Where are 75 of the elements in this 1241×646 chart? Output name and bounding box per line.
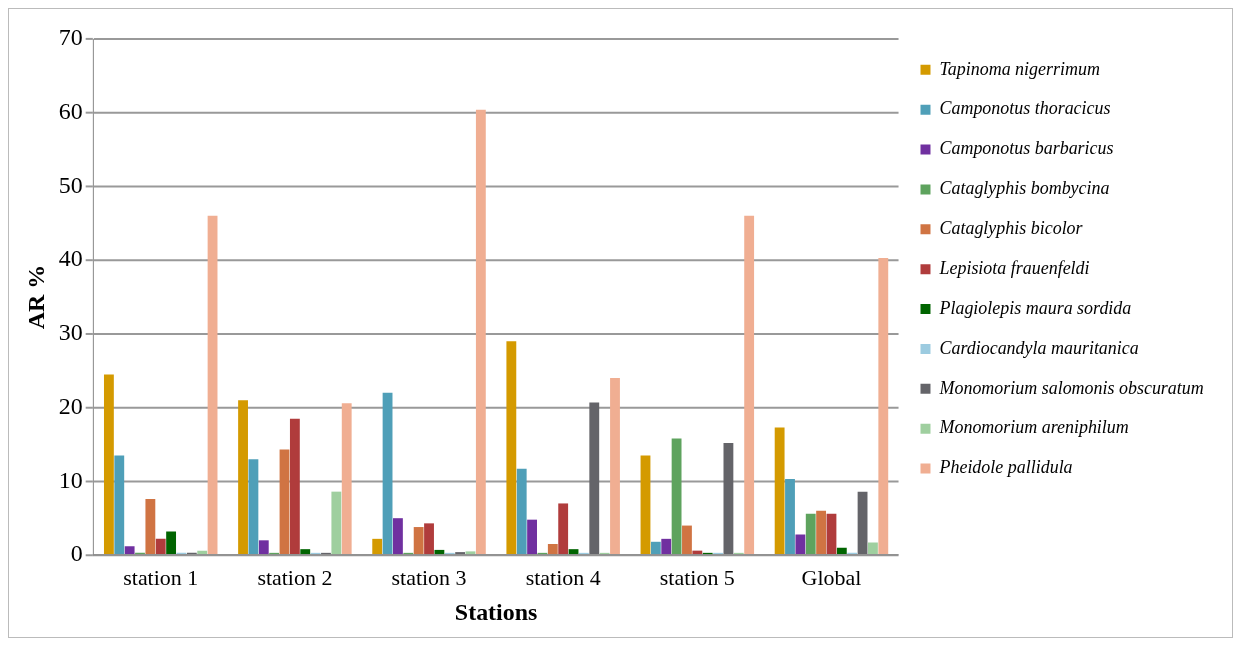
y-tick-label: 10 [58, 466, 83, 493]
x-tick-label: station 3 [391, 564, 467, 590]
x-axis-title: Stations [454, 598, 538, 625]
bar [723, 442, 734, 555]
bar [248, 459, 259, 555]
bar [103, 374, 114, 555]
y-tick-label: 60 [58, 97, 83, 124]
bar [475, 109, 486, 555]
bar [372, 538, 383, 555]
bar [238, 400, 248, 555]
bar [826, 513, 837, 555]
bar [868, 542, 878, 555]
bar [805, 513, 816, 555]
bar [166, 531, 177, 555]
bar [279, 449, 290, 555]
bar [774, 427, 785, 555]
x-tick-label: station 5 [659, 564, 735, 590]
bar [640, 455, 651, 555]
bar [341, 403, 352, 555]
y-tick-label: 50 [58, 171, 83, 198]
bar [516, 468, 527, 555]
legend-label: Tapinoma nigerrimum [939, 58, 1100, 79]
bar [589, 402, 600, 555]
bar [300, 549, 311, 555]
bar [785, 479, 795, 555]
y-tick-label: 70 [58, 24, 83, 51]
bar [857, 491, 868, 555]
bar [878, 257, 889, 555]
bar [331, 491, 342, 555]
bar [207, 215, 218, 555]
legend-label: Cataglyphis bombycina [939, 178, 1110, 199]
bar [744, 215, 755, 555]
y-axis-title: AR % [22, 264, 49, 330]
bar [434, 549, 445, 555]
bar [547, 544, 558, 555]
bar [289, 418, 300, 555]
bar [568, 549, 579, 555]
bar [424, 523, 434, 555]
bar [650, 541, 661, 555]
bar [393, 518, 403, 555]
legend-label: Cataglyphis bicolor [939, 218, 1084, 239]
x-tick-label: station 1 [123, 564, 199, 590]
bar [155, 538, 166, 555]
bar [558, 503, 569, 555]
legend-label: Lepisiota frauenfeldi [938, 257, 1090, 278]
bar [413, 527, 424, 555]
legend-label: Camponotus barbaricus [939, 138, 1114, 159]
x-tick-label: Global [801, 564, 862, 590]
bar [816, 510, 827, 555]
legend-label: Pheidole pallidula [938, 457, 1073, 478]
bar [610, 378, 620, 555]
y-tick-label: 20 [58, 392, 83, 419]
legend-label: Monomorium salomonis obscuratum [938, 377, 1204, 398]
legend-label: Cardiocandyla mauritanica [939, 337, 1139, 358]
y-tick-label: 0 [70, 540, 83, 567]
bar [506, 341, 517, 555]
bar [682, 525, 692, 555]
legend-label: Monomorium areniphilum [938, 417, 1129, 438]
bar [382, 392, 393, 555]
bar [114, 455, 125, 555]
x-tick-label: station 4 [525, 564, 601, 590]
bar [836, 547, 847, 555]
y-tick-label: 30 [58, 319, 83, 346]
legend-label: Camponotus thoracicus [939, 98, 1111, 119]
bar [124, 546, 135, 555]
bar [145, 499, 156, 555]
legend-label: Plagiolepis maura sordida [938, 297, 1132, 318]
bar [258, 540, 269, 555]
y-tick-label: 40 [58, 245, 83, 272]
bar [527, 519, 537, 555]
bar [661, 538, 672, 555]
bar [465, 551, 476, 555]
x-tick-label: station 2 [257, 564, 333, 590]
bar [795, 534, 806, 555]
bar [671, 438, 682, 555]
